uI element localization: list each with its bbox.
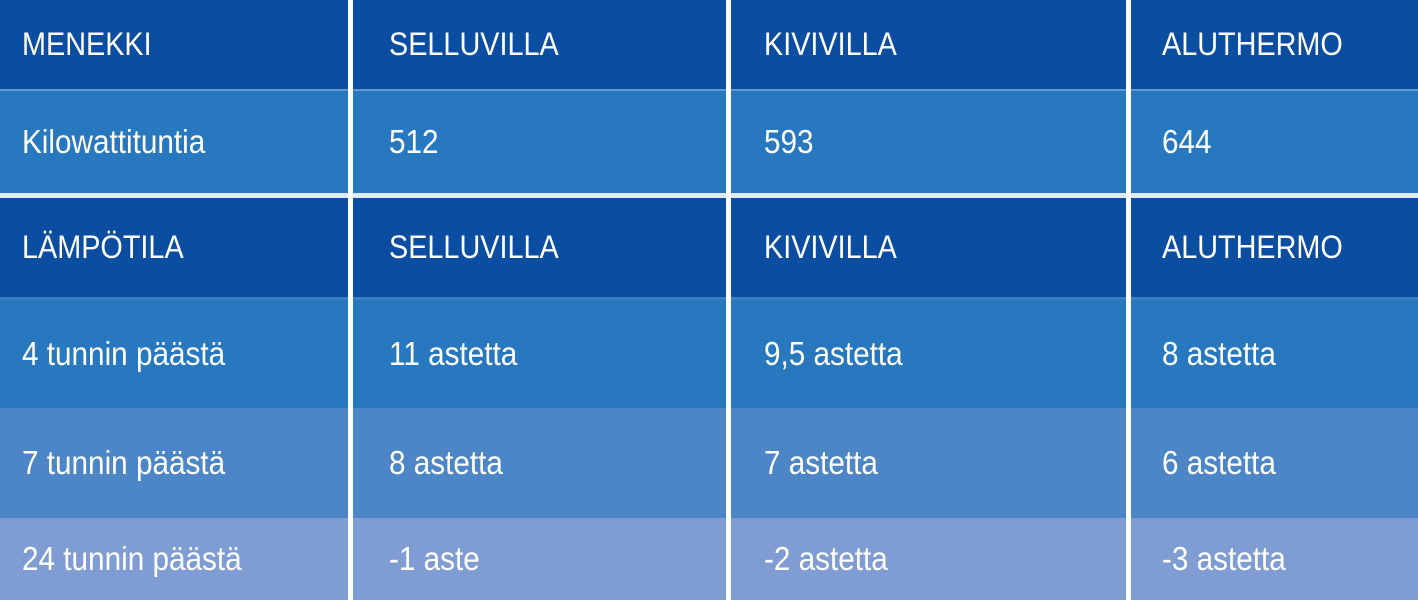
column-divider-1 [348, 0, 353, 600]
row-label-cell: 24 tunnin päästä [0, 518, 351, 600]
column-divider-2 [726, 0, 731, 600]
col-header-aluthermo-2: ALUTHERMO [1124, 198, 1418, 297]
24h-row: 24 tunnin päästä -1 aste -2 astetta -3 a… [0, 518, 1418, 600]
row-label-cell: 4 tunnin päästä [0, 300, 351, 408]
value-cell-aluthermo-kwh: 644 [1124, 91, 1418, 193]
value-cell-aluthermo-4h: 8 astetta [1124, 300, 1418, 408]
value-text: 8 astetta [389, 444, 503, 481]
7h-row: 7 tunnin päästä 8 astetta 7 astetta 6 as… [0, 408, 1418, 518]
col-header-selluvilla-label: SELLUVILLA [389, 229, 559, 265]
lampotila-header-label: LÄMPÖTILA [22, 229, 184, 265]
col-header-aluthermo-label: ALUTHERMO [1162, 26, 1343, 62]
row-label: 24 tunnin päästä [22, 540, 242, 577]
value-text: 644 [1162, 123, 1212, 160]
value-text: 512 [389, 123, 439, 160]
col-header-kivivilla: KIVIVILLA [726, 0, 1124, 89]
value-cell-kivivilla-7h: 7 astetta [726, 408, 1124, 518]
row-label: Kilowattituntia [22, 123, 206, 160]
col-header-kivivilla-label: KIVIVILLA [764, 26, 897, 62]
row-label: 4 tunnin päästä [22, 335, 226, 372]
col-header-selluvilla: SELLUVILLA [351, 0, 726, 89]
value-text: -1 aste [389, 540, 480, 577]
row-label-cell: 7 tunnin päästä [0, 408, 351, 518]
value-text: 8 astetta [1162, 335, 1276, 372]
lampotila-header-cell: LÄMPÖTILA [0, 198, 351, 297]
value-text: 9,5 astetta [764, 335, 903, 372]
row-label: 7 tunnin päästä [22, 444, 226, 481]
menekki-header-cell: MENEKKI [0, 0, 351, 89]
col-header-selluvilla-label: SELLUVILLA [389, 26, 559, 62]
value-cell-selluvilla-kwh: 512 [351, 91, 726, 193]
value-text: -2 astetta [764, 540, 888, 577]
value-text: 7 astetta [764, 444, 878, 481]
col-header-kivivilla-2: KIVIVILLA [726, 198, 1124, 297]
value-text: 11 astetta [389, 335, 518, 372]
col-header-aluthermo: ALUTHERMO [1124, 0, 1418, 89]
value-cell-selluvilla-7h: 8 astetta [351, 408, 726, 518]
col-header-kivivilla-label: KIVIVILLA [764, 229, 897, 265]
value-cell-selluvilla-4h: 11 astetta [351, 300, 726, 408]
value-cell-aluthermo-7h: 6 astetta [1124, 408, 1418, 518]
col-header-selluvilla-2: SELLUVILLA [351, 198, 726, 297]
value-cell-kivivilla-4h: 9,5 astetta [726, 300, 1124, 408]
value-cell-kivivilla-24h: -2 astetta [726, 518, 1124, 600]
menekki-header-row: MENEKKI SELLUVILLA KIVIVILLA ALUTHERMO [0, 0, 1418, 89]
column-divider-3 [1126, 0, 1131, 600]
value-cell-kivivilla-kwh: 593 [726, 91, 1124, 193]
value-cell-selluvilla-24h: -1 aste [351, 518, 726, 600]
4h-row: 4 tunnin päästä 11 astetta 9,5 astetta 8… [0, 297, 1418, 408]
value-text: 6 astetta [1162, 444, 1276, 481]
kilowattituntia-row: Kilowattituntia 512 593 644 [0, 89, 1418, 193]
lampotila-header-row: LÄMPÖTILA SELLUVILLA KIVIVILLA ALUTHERMO [0, 193, 1418, 297]
col-header-aluthermo-label: ALUTHERMO [1162, 229, 1343, 265]
value-text: 593 [764, 123, 814, 160]
menekki-header-label: MENEKKI [22, 26, 152, 62]
row-label-cell: Kilowattituntia [0, 91, 351, 193]
value-text: -3 astetta [1162, 540, 1286, 577]
value-cell-aluthermo-24h: -3 astetta [1124, 518, 1418, 600]
